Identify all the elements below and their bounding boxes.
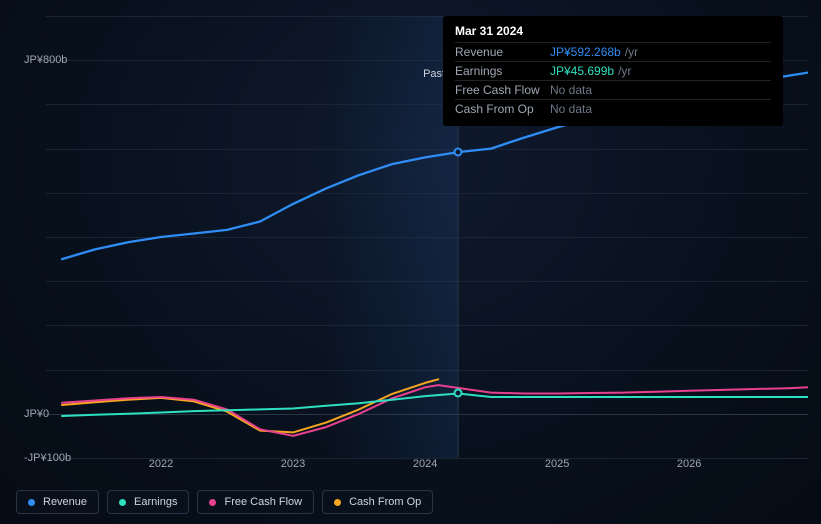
series-line-fcf <box>62 385 808 436</box>
x-axis-label: 2023 <box>281 458 305 470</box>
tooltip-row: Free Cash FlowNo data <box>455 80 771 99</box>
tooltip-key: Revenue <box>455 45 550 59</box>
y-axis-label: JP¥800b <box>24 54 67 66</box>
legend-dot <box>28 499 35 506</box>
legend-item-cfo[interactable]: Cash From Op <box>322 490 433 514</box>
tooltip-row: Cash From OpNo data <box>455 99 771 118</box>
tooltip-title: Mar 31 2024 <box>455 24 771 38</box>
tooltip-value: JP¥592.268b <box>550 45 621 59</box>
legend-item-earnings[interactable]: Earnings <box>107 490 189 514</box>
legend-item-fcf[interactable]: Free Cash Flow <box>197 490 314 514</box>
tooltip-value: No data <box>550 83 592 97</box>
legend-dot <box>209 499 216 506</box>
tooltip-key: Earnings <box>455 64 550 78</box>
x-axis-label: 2024 <box>413 458 437 470</box>
tooltip: Mar 31 2024 RevenueJP¥592.268b/yrEarning… <box>443 16 783 126</box>
marker-revenue <box>454 148 463 157</box>
legend-item-revenue[interactable]: Revenue <box>16 490 99 514</box>
tooltip-unit: /yr <box>618 64 631 78</box>
tooltip-key: Cash From Op <box>455 102 550 116</box>
x-axis-label: 2025 <box>545 458 569 470</box>
x-axis-label: 2026 <box>677 458 701 470</box>
legend-label: Revenue <box>43 496 87 508</box>
tooltip-unit: /yr <box>625 45 638 59</box>
x-axis: 2022 2023 2024 2025 2026 <box>16 458 808 472</box>
marker-earnings <box>454 389 463 398</box>
series-line-earnings <box>62 394 808 417</box>
legend-dot <box>119 499 126 506</box>
tooltip-value: No data <box>550 102 592 116</box>
tooltip-row: EarningsJP¥45.699b/yr <box>455 61 771 80</box>
legend-label: Earnings <box>134 496 177 508</box>
legend: Revenue Earnings Free Cash Flow Cash From O… <box>16 490 433 514</box>
x-axis-label: 2022 <box>149 458 173 470</box>
legend-dot <box>334 499 341 506</box>
tooltip-value: JP¥45.699b <box>550 64 614 78</box>
legend-label: Cash From Op <box>349 496 421 508</box>
y-axis-label: JP¥0 <box>24 408 49 420</box>
tooltip-row: RevenueJP¥592.268b/yr <box>455 42 771 61</box>
tooltip-key: Free Cash Flow <box>455 83 550 97</box>
legend-label: Free Cash Flow <box>224 496 302 508</box>
